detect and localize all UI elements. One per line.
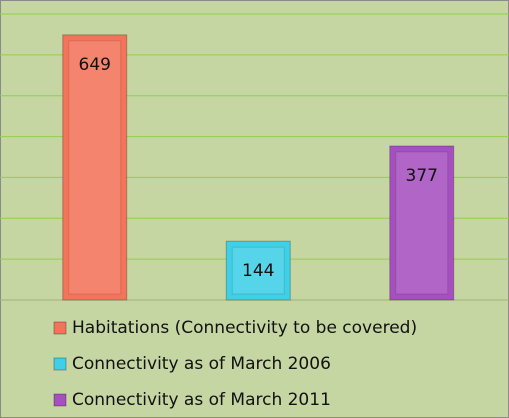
legend-swatch	[53, 357, 67, 371]
legend-label: Connectivity as of March 2006	[72, 354, 331, 374]
data-label: 144	[242, 261, 274, 281]
bar	[225, 240, 291, 301]
bar	[389, 145, 455, 301]
legend-label: Connectivity as of March 2011	[72, 390, 331, 410]
bar	[62, 34, 128, 301]
bar-bevel	[395, 151, 449, 295]
bar-bevel	[231, 246, 285, 295]
bar-bevel	[68, 40, 122, 295]
data-label: 649	[79, 55, 111, 75]
legend-swatch	[53, 321, 67, 335]
legend-label: Habitations (Connectivity to be covered)	[72, 318, 417, 338]
data-label: 377	[406, 166, 438, 186]
legend-swatch	[53, 393, 67, 407]
